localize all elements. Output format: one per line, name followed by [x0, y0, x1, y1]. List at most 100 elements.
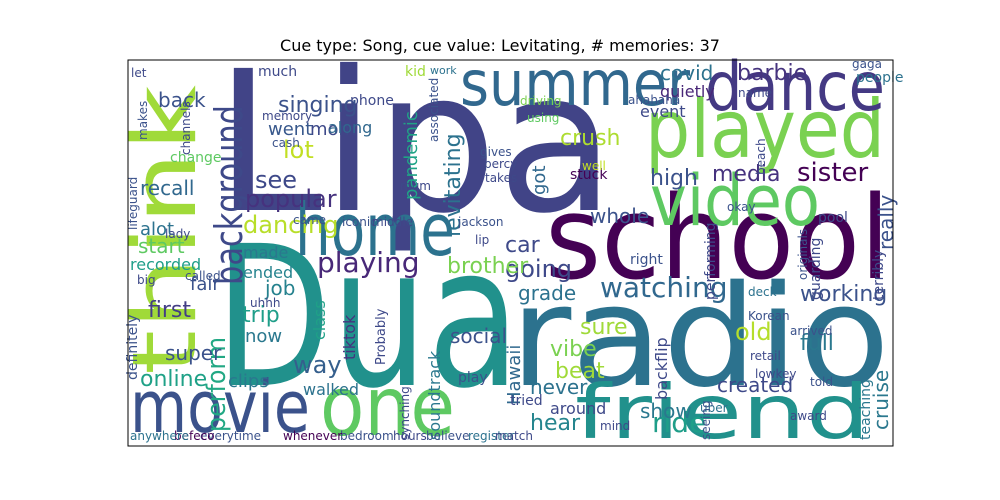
word: Korean — [748, 309, 790, 323]
word: bedroom — [340, 429, 394, 443]
word: percy — [484, 157, 517, 171]
word: movie — [130, 365, 310, 449]
word: background — [207, 105, 251, 285]
word: dancing — [243, 211, 338, 239]
word: perform — [202, 337, 232, 432]
word: beat — [555, 359, 605, 384]
word: mum — [400, 179, 431, 193]
word: originals — [796, 229, 810, 280]
word: mom — [310, 119, 356, 140]
word: super — [165, 341, 222, 365]
word: high — [650, 166, 698, 191]
word: much — [258, 64, 297, 80]
word: okay — [727, 200, 756, 214]
word: working — [800, 282, 887, 307]
word: sister — [797, 158, 869, 188]
word: memory — [262, 109, 312, 123]
word: iconic — [342, 215, 377, 229]
word: ahahaha — [628, 93, 680, 107]
word: called — [185, 269, 221, 283]
word: pool — [818, 210, 848, 226]
word: hear — [530, 411, 581, 436]
word: stuck — [570, 167, 608, 183]
plot-area — [128, 60, 893, 446]
word: synching — [398, 386, 412, 440]
word: befeco — [174, 429, 215, 443]
word: cruise — [869, 370, 893, 430]
word: match — [495, 429, 533, 443]
word: way — [293, 351, 342, 379]
word: first — [148, 298, 191, 323]
word: lowkey — [755, 367, 797, 381]
word: guarding — [808, 238, 824, 300]
word: associated — [427, 78, 441, 142]
word: soundtrack — [425, 350, 444, 440]
word: told — [810, 375, 833, 389]
word: big — [137, 273, 156, 287]
word: trip — [242, 303, 280, 328]
word: walked — [303, 380, 359, 399]
word: recall — [140, 176, 194, 200]
plot-frame — [127, 59, 894, 447]
word: got — [529, 166, 550, 196]
word: went — [268, 119, 312, 140]
word: car — [505, 233, 541, 258]
word: Dua — [215, 204, 520, 431]
word: register — [468, 429, 514, 443]
word: performing — [703, 222, 719, 300]
word: tried — [510, 393, 543, 409]
word: makes — [136, 101, 150, 140]
word: see — [255, 166, 297, 194]
word: think — [113, 85, 216, 375]
word: takes — [485, 171, 517, 185]
word: middle — [372, 215, 413, 229]
word: let — [131, 66, 147, 80]
word: seeing — [699, 400, 713, 440]
word: work — [430, 64, 457, 77]
word: media — [712, 162, 781, 187]
word: cash — [272, 136, 300, 150]
word: name — [738, 86, 772, 100]
word: singing — [278, 93, 358, 118]
chart-title: Cue type: Song, cue value: Levitating, #… — [280, 36, 720, 55]
word: quietly — [660, 82, 715, 101]
word: jackson — [457, 215, 503, 229]
word: driving — [520, 94, 562, 108]
word: start — [138, 234, 185, 258]
word: radio — [510, 256, 890, 419]
word: believe — [426, 429, 470, 443]
word: video — [650, 160, 820, 242]
word: vibe — [550, 337, 597, 362]
word: created — [717, 373, 793, 397]
word: gaga — [852, 57, 882, 71]
word: mind — [600, 419, 630, 433]
word: now — [245, 326, 282, 347]
word: covid — [660, 61, 713, 85]
word: people — [856, 70, 903, 86]
word: deck — [748, 285, 777, 299]
word: job — [264, 276, 296, 300]
word: award — [790, 409, 827, 423]
word: summer — [460, 47, 690, 120]
word: came — [293, 213, 326, 227]
word: everytime — [200, 429, 261, 443]
word: alot — [140, 219, 174, 240]
word: retail — [750, 349, 781, 363]
word: gives — [480, 145, 512, 159]
word: event — [640, 102, 686, 121]
word: home — [295, 188, 455, 272]
word: uhhh — [250, 296, 280, 310]
word: dance — [705, 48, 885, 127]
word: uber — [700, 401, 728, 415]
word: ended — [243, 263, 293, 282]
word: show — [640, 399, 692, 423]
word: lady — [165, 227, 190, 241]
word: tiktok — [340, 314, 359, 360]
word: channels — [179, 101, 193, 155]
word: right — [630, 252, 663, 268]
word: class — [310, 300, 329, 340]
word: grade — [518, 281, 576, 305]
word: play — [458, 370, 488, 386]
